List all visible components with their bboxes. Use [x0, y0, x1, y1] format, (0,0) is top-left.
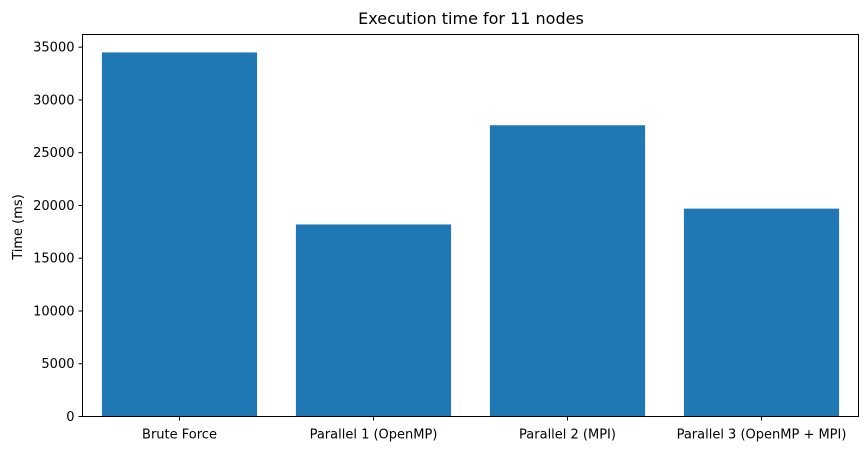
x-tick-label: Parallel 2 (MPI) [519, 428, 616, 443]
y-tick-label: 30000 [33, 93, 74, 108]
y-axis-label: Time (ms) [11, 194, 26, 261]
y-tick-label: 10000 [33, 304, 74, 319]
bar-1 [295, 224, 452, 417]
bar-0 [101, 52, 258, 417]
x-tick-label: Brute Force [142, 428, 217, 443]
x-tick-label: Parallel 3 (OpenMP + MPI) [677, 428, 847, 443]
y-tick-label: 5000 [41, 357, 74, 372]
x-tick-label: Parallel 1 (OpenMP) [310, 428, 438, 443]
x-ticks-group: Brute Force Parallel 1 (OpenMP) Parallel 2… [142, 416, 847, 443]
bars-group [101, 52, 840, 417]
y-tick-label: 0 [66, 410, 74, 425]
y-ticks-group: 0 5000 10000 15000 20000 25000 30000 35000 [33, 41, 83, 425]
y-tick-label: 35000 [33, 41, 74, 56]
bar-3 [683, 208, 840, 417]
plot-frame [82, 34, 859, 417]
y-tick-label: 15000 [33, 252, 74, 267]
y-tick-label: 20000 [33, 199, 74, 214]
chart-title: Execution time for 11 nodes [358, 9, 584, 28]
bar-2 [489, 125, 646, 417]
y-tick-label: 25000 [33, 146, 74, 161]
